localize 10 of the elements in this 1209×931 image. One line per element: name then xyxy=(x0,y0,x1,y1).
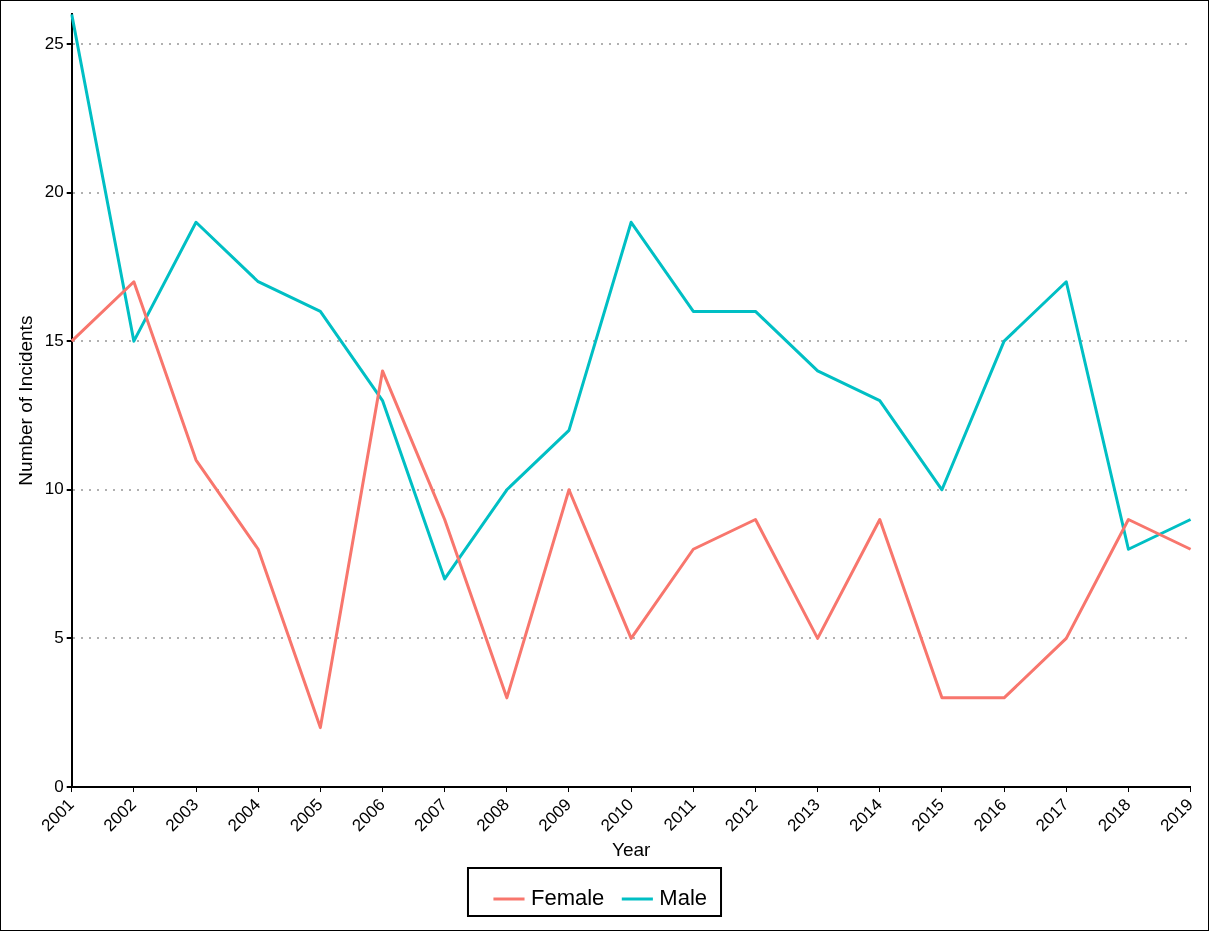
y-tick-label: 5 xyxy=(54,628,64,648)
legend-label: Male xyxy=(659,885,708,911)
x-axis-title: Year xyxy=(611,838,652,860)
y-tick-label: 15 xyxy=(44,330,64,350)
y-tick-label: 10 xyxy=(44,479,64,499)
y-axis-title: Number of Incidents xyxy=(14,315,36,486)
y-tick-label: 25 xyxy=(44,33,64,53)
legend-label: Female xyxy=(530,885,605,911)
y-tick-label: 0 xyxy=(54,776,64,796)
y-tick-label: 20 xyxy=(44,182,64,202)
